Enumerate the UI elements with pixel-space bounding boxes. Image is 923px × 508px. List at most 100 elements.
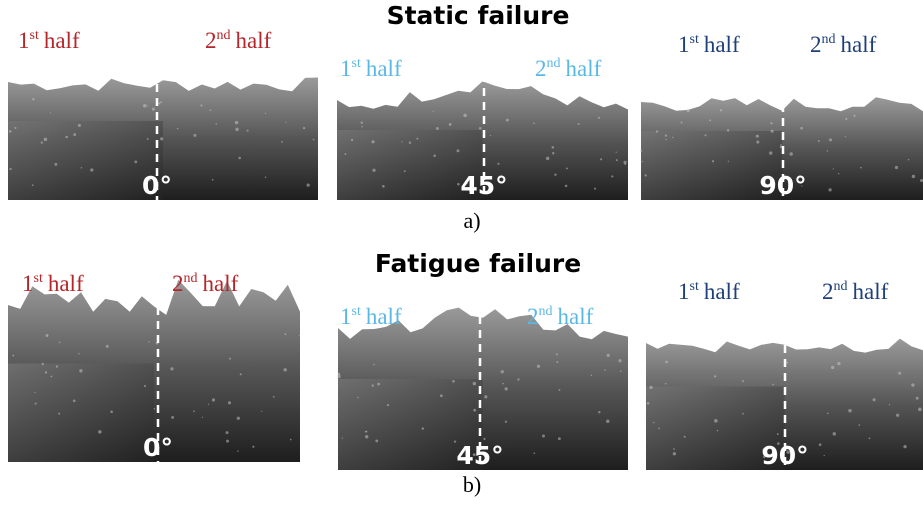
texture-speck xyxy=(903,445,906,448)
texture-speck xyxy=(712,160,714,162)
texture-speck xyxy=(9,130,12,133)
texture-speck xyxy=(665,361,668,364)
texture-speck xyxy=(433,154,436,157)
half-label: 2ndhalf xyxy=(205,28,272,53)
texture-speck xyxy=(171,416,174,419)
texture-speck xyxy=(46,334,49,337)
texture-speck xyxy=(226,440,229,443)
texture-speck xyxy=(252,446,254,448)
texture-speck xyxy=(611,175,613,177)
texture-speck xyxy=(898,372,901,375)
texture-speck xyxy=(912,175,915,178)
texture-speck xyxy=(235,121,238,124)
texture-speck xyxy=(457,183,460,186)
texture-speck xyxy=(160,137,163,140)
half-superscript: nd xyxy=(539,304,553,319)
texture-speck xyxy=(771,130,774,133)
half-number: 1 xyxy=(340,304,352,329)
texture-speck xyxy=(896,414,899,417)
texture-speck xyxy=(73,399,76,402)
texture-speck xyxy=(212,398,215,401)
texture-speck xyxy=(342,438,343,439)
texture-speck xyxy=(838,173,839,174)
texture-speck xyxy=(237,417,240,420)
texture-speck xyxy=(742,380,744,382)
texture-speck xyxy=(506,119,509,122)
texture-speck xyxy=(361,126,363,128)
texture-speck xyxy=(554,174,556,176)
half-label: 1sthalf xyxy=(678,279,740,304)
half-word: half xyxy=(366,304,402,329)
half-number: 2 xyxy=(205,28,217,53)
texture-speck xyxy=(831,366,834,369)
texture-speck xyxy=(365,431,367,433)
texture-speck xyxy=(800,127,803,130)
texture-speck xyxy=(238,157,241,160)
texture-speck xyxy=(436,127,439,130)
dark-region xyxy=(8,121,163,200)
texture-speck xyxy=(404,170,406,172)
texture-speck xyxy=(490,135,491,136)
texture-speck xyxy=(387,404,389,406)
half-superscript: st xyxy=(352,56,361,71)
angle-label: 45° xyxy=(460,171,507,200)
texture-speck xyxy=(827,150,828,151)
texture-speck xyxy=(789,152,792,155)
texture-speck xyxy=(501,370,504,373)
texture-speck xyxy=(42,363,44,365)
texture-speck xyxy=(134,160,137,163)
texture-speck xyxy=(833,168,834,169)
texture-speck xyxy=(303,127,305,129)
half-word: half xyxy=(48,271,84,296)
texture-speck xyxy=(361,122,363,124)
texture-speck xyxy=(81,167,83,169)
angle-label: 90° xyxy=(759,171,806,200)
texture-speck xyxy=(158,102,160,104)
texture-speck xyxy=(273,396,275,398)
half-label: 2ndhalf xyxy=(810,32,877,57)
texture-speck xyxy=(152,108,155,111)
texture-speck xyxy=(228,401,231,404)
texture-speck xyxy=(502,383,504,385)
texture-speck xyxy=(32,184,34,186)
texture-speck xyxy=(618,359,621,362)
half-label: 2ndhalf xyxy=(822,279,889,304)
texture-speck xyxy=(215,123,217,125)
half-label: 2ndhalf xyxy=(172,271,239,296)
texture-speck xyxy=(756,135,759,138)
texture-speck xyxy=(772,384,774,386)
texture-speck xyxy=(918,408,922,412)
texture-speck xyxy=(147,138,149,140)
texture-speck xyxy=(210,109,212,111)
texture-speck xyxy=(780,144,782,146)
texture-speck xyxy=(578,123,580,125)
dark-region xyxy=(8,364,154,463)
texture-speck xyxy=(819,443,822,446)
texture-speck xyxy=(647,402,650,405)
texture-speck xyxy=(382,185,385,188)
texture-speck xyxy=(895,166,898,169)
texture-speck xyxy=(616,152,617,153)
half-superscript: st xyxy=(352,304,361,319)
texture-speck xyxy=(704,134,706,136)
texture-speck xyxy=(687,109,690,112)
texture-speck xyxy=(12,355,14,357)
texture-speck xyxy=(889,404,890,405)
texture-speck xyxy=(606,420,610,424)
texture-speck xyxy=(473,409,476,412)
half-number: 2 xyxy=(822,279,834,304)
texture-speck xyxy=(728,161,729,162)
texture-speck xyxy=(284,333,286,335)
texture-speck xyxy=(473,382,476,385)
texture-speck xyxy=(226,431,229,434)
half-word: half xyxy=(558,304,594,329)
half-word: half xyxy=(236,28,272,53)
row-title: Fatigue failure xyxy=(375,249,581,278)
texture-speck xyxy=(558,389,560,391)
texture-speck xyxy=(44,138,47,141)
texture-speck xyxy=(769,151,772,154)
texture-speck xyxy=(640,149,642,151)
texture-speck xyxy=(756,141,759,144)
texture-speck xyxy=(853,115,855,117)
